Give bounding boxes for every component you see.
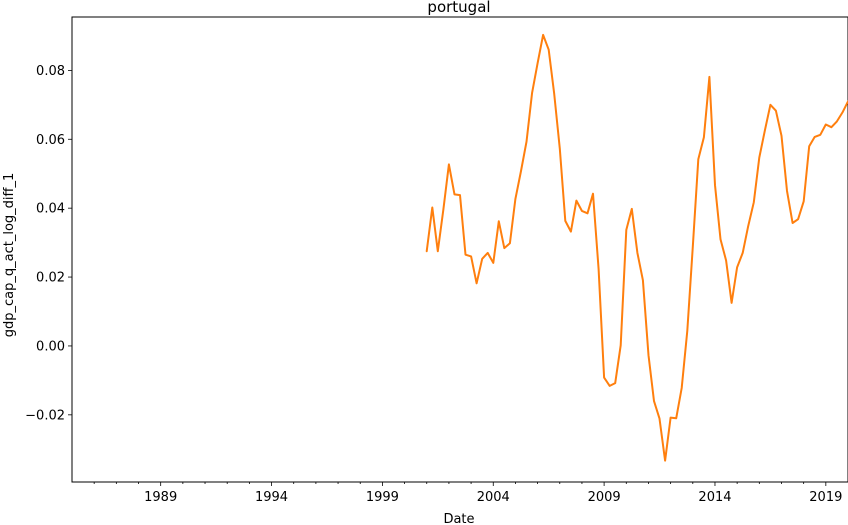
x-tick-label: 1999 xyxy=(366,490,399,505)
data-series xyxy=(425,33,848,462)
plot-area xyxy=(71,16,848,483)
x-tick-label: 2009 xyxy=(588,490,621,505)
series-line xyxy=(425,33,848,462)
chart-title: portugal xyxy=(427,0,490,16)
y-tick-label: 0.08 xyxy=(36,64,65,79)
y-tick-label: 0.00 xyxy=(36,339,65,354)
x-tick-label: 1989 xyxy=(144,490,177,505)
y-tick-label: 0.04 xyxy=(36,202,65,217)
y-tick-label: −0.02 xyxy=(25,408,65,423)
y-tick-label: 0.06 xyxy=(36,133,65,148)
x-tick-label: 2004 xyxy=(477,490,510,505)
x-tick-label: 1994 xyxy=(255,490,288,505)
x-minor-ticks xyxy=(93,482,805,484)
y-axis-title: gdp_cap_q_act_log_diff_1 xyxy=(2,173,17,338)
x-axis-title: Date xyxy=(443,512,474,525)
plot-frame xyxy=(71,16,848,483)
x-tick-label: 2014 xyxy=(698,490,731,505)
x-axis: 1989 1994 1999 2004 2009 2014 2019 xyxy=(144,482,842,505)
y-tick-label: 0.02 xyxy=(36,271,65,286)
y-axis: −0.02 0.00 0.02 0.04 0.06 0.08 xyxy=(25,64,72,423)
x-tick-label: 2019 xyxy=(809,490,842,505)
